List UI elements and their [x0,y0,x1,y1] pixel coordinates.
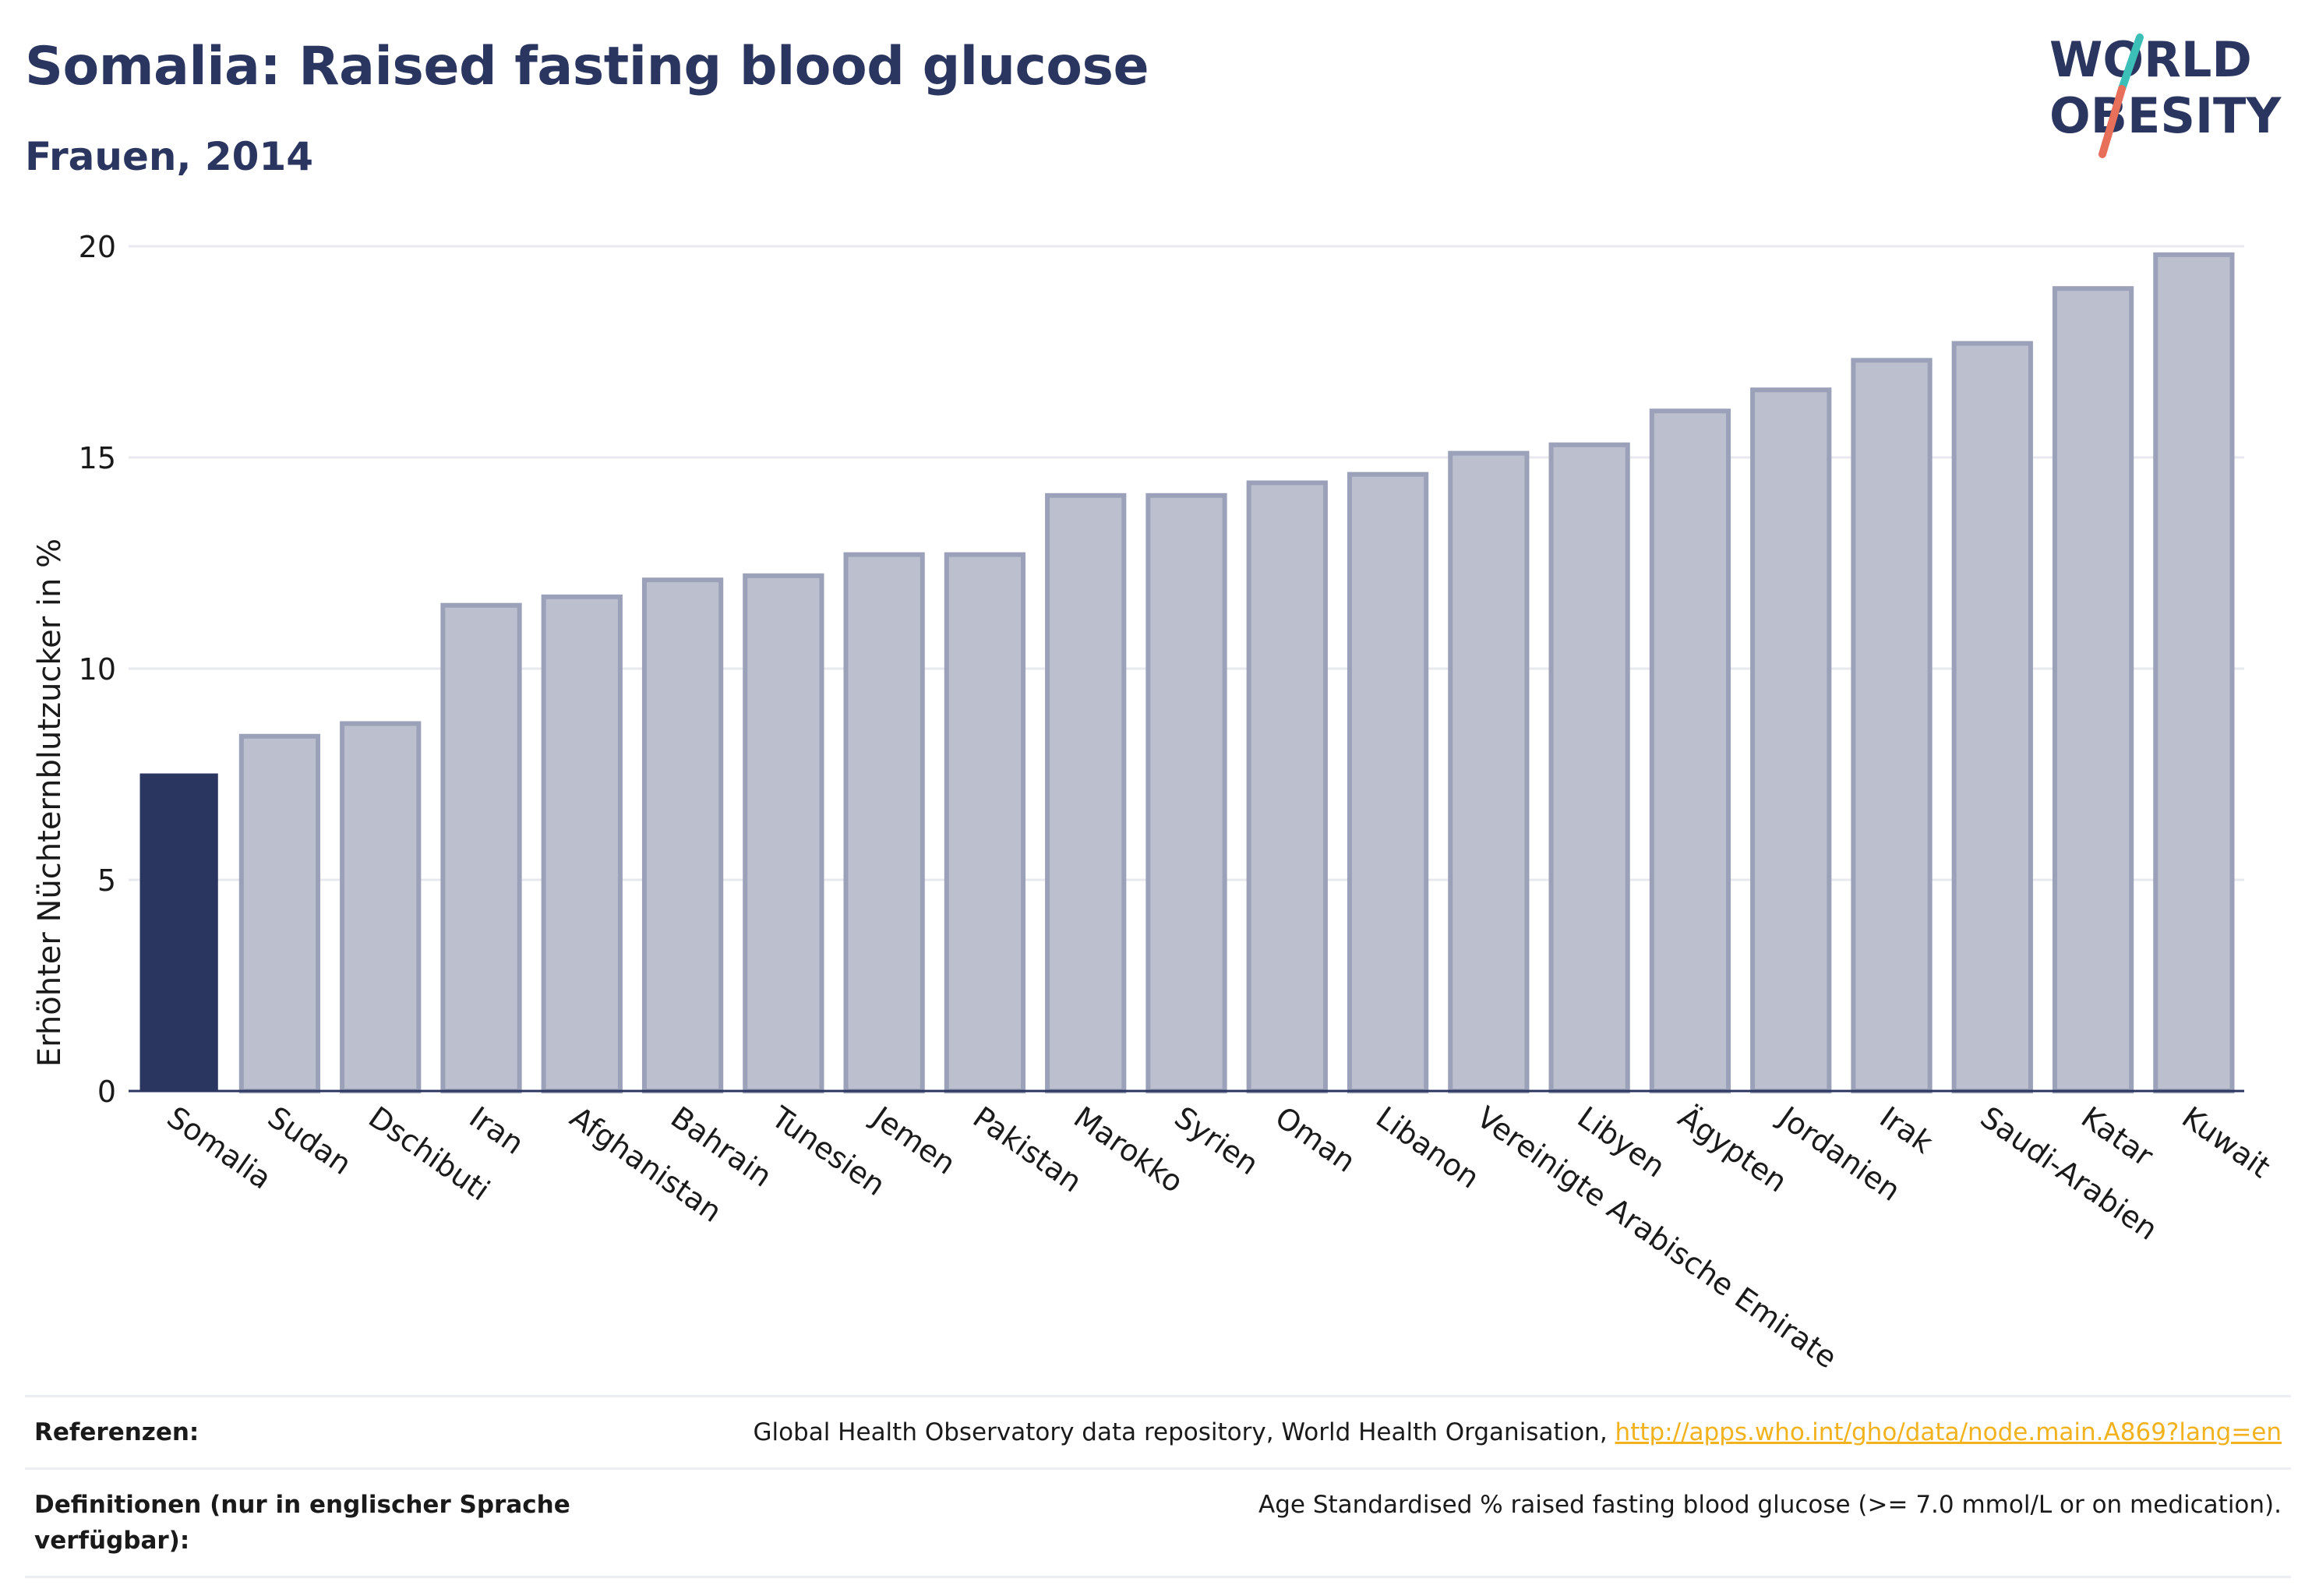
bar [1750,387,1832,1093]
x-tick-label: Somalia [161,1100,277,1195]
footer-divider-top [25,1395,2291,1397]
x-tick-label: Pakistan [967,1100,1089,1199]
references-link[interactable]: http://apps.who.int/gho/data/node.main.A… [1615,1418,2282,1446]
bar [1347,471,1429,1093]
bar [1448,450,1530,1093]
bar [1045,493,1127,1093]
definitions-row: Definitionen (nur in englischer Sprache … [25,1470,2291,1576]
bar [843,552,925,1093]
bar [743,573,824,1093]
world-obesity-logo[interactable]: WORLD OBESITY [2040,25,2289,165]
references-value: Global Health Observatory data repositor… [753,1414,2282,1450]
logo-slash-top [2118,34,2144,93]
x-tick-label: Vereinigte Arabische Emirate [1470,1100,1843,1375]
x-tick-label: Tunesien [764,1100,891,1202]
bar [641,577,724,1093]
bar [541,594,623,1093]
footer: Referenzen: Global Health Observatory da… [25,1395,2291,1578]
chart-subtitle: Frauen, 2014 [25,134,314,179]
y-tick-label: 5 [97,863,116,898]
x-tick-label: Oman [1269,1100,1362,1179]
bar [1246,480,1328,1093]
y-tick-label: 15 [79,441,116,475]
bar [139,773,218,1092]
x-tick-label: Ägypten [1672,1100,1794,1199]
y-tick-label: 0 [97,1075,116,1109]
bar [238,733,321,1093]
x-tick-label: Katar [2075,1100,2160,1173]
bar [1951,341,2033,1094]
logo-word-world: WORLD [2049,31,2252,88]
x-tick-label: Saudi-Arabien [1975,1100,2164,1247]
bar [340,721,422,1094]
references-row: Referenzen: Global Health Observatory da… [25,1397,2291,1467]
bar [1145,493,1227,1093]
bar [1649,408,1731,1093]
chart-area: 0 5 10 15 20 Somalia Sudan Dschibuti Iran Afghani… [32,230,2277,1375]
bar [1548,442,1630,1093]
bar [944,552,1026,1093]
x-tick-label: Irak [1873,1100,1939,1160]
footer-divider-middle [25,1467,2291,1470]
y-tick-label: 20 [79,230,116,264]
chart-title: Somalia: Raised fasting blood glucose [25,36,1149,97]
y-tick-label: 10 [79,652,116,687]
x-tick-label: Kuwait [2176,1100,2276,1185]
bar [1851,358,1933,1093]
x-tick-label: Marokko [1068,1100,1189,1199]
y-axis-label: Erhöhter Nüchternblutzucker in % [32,538,68,1068]
references-text: Global Health Observatory data repositor… [753,1418,1615,1446]
x-tick-label: Iran [463,1100,530,1161]
definitions-label: Definitionen (nur in englischer Sprache … [34,1491,570,1555]
footer-divider-bottom [25,1576,2291,1578]
bar [2052,286,2134,1094]
logo-slash-bottom [2099,85,2126,158]
bar [440,602,522,1093]
logo-word-obesity: OBESITY [2049,87,2282,144]
logo-graphic: WORLD OBESITY [2049,31,2282,158]
references-label: Referenzen: [34,1418,199,1446]
bar [2153,252,2235,1094]
definitions-value: Age Standardised % raised fasting blood … [1258,1491,2282,1519]
x-tick-label: Libanon [1370,1100,1486,1195]
